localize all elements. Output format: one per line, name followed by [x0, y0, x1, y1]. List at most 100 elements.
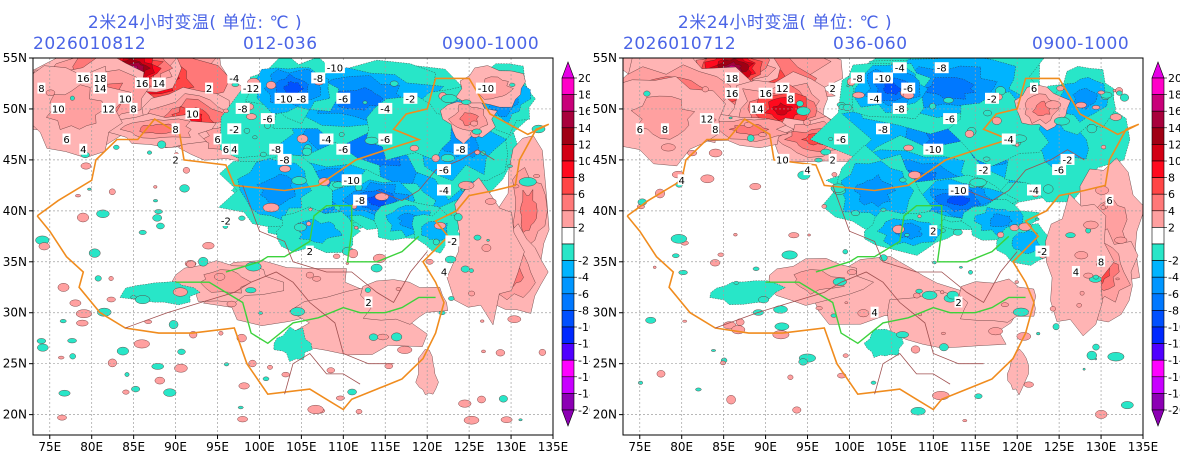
warm-patch — [296, 134, 309, 144]
contour-label-bg — [943, 113, 958, 125]
warm-patch — [108, 276, 114, 281]
cold-patch — [88, 248, 101, 258]
colorbar-label: -12 — [578, 338, 590, 351]
colorbar-label: 10 — [578, 155, 590, 168]
lon-tick-label: 100E — [834, 440, 865, 454]
warm-patch — [107, 358, 117, 368]
contour-label: -2 — [1063, 155, 1073, 166]
colorbar-label: -10 — [578, 321, 590, 334]
colorbar-label: -16 — [1168, 371, 1180, 384]
contour-label: 2 — [930, 227, 936, 238]
warm-patch — [1014, 280, 1019, 284]
warm-patch — [842, 353, 849, 358]
warm-patch — [772, 330, 790, 340]
cold-patch — [223, 362, 230, 367]
colorbar-label: -6 — [578, 288, 589, 301]
contour-label-bg — [227, 72, 242, 84]
warm-patch — [431, 154, 440, 163]
contour-label: 2 — [830, 155, 836, 166]
cold-patch — [364, 287, 371, 293]
warm-patch — [758, 132, 767, 137]
cold-contour-band — [990, 213, 1013, 228]
cold-patch — [870, 380, 877, 385]
cold-patch — [733, 280, 740, 285]
colorbar-box — [561, 376, 575, 394]
colorbar-label: -16 — [578, 371, 590, 384]
contour-label-bg — [828, 82, 837, 94]
cold-patch — [842, 103, 853, 111]
contour-label: -4 — [439, 186, 449, 197]
lon-tick-label: 100E — [244, 440, 275, 454]
colorbar: 20 18 16 14 12 10 8 6 4 2 -2 -4 -6 -8 -10 -12 -14 -16 -18 -… — [561, 61, 590, 427]
contour-label-bg — [62, 133, 71, 145]
warm-patch — [246, 113, 257, 120]
warm-patch — [355, 409, 363, 415]
cold-patch — [711, 349, 716, 352]
colorbar-box — [1151, 343, 1165, 361]
colorbar-box — [561, 359, 575, 378]
contour-label: -10 — [875, 74, 891, 85]
contour-label: -12 — [243, 84, 259, 95]
warm-patch — [238, 382, 250, 390]
cold-patch — [952, 228, 963, 236]
colorbar-label: 20 — [578, 72, 590, 85]
warm-patch — [500, 416, 513, 423]
warm-patch — [792, 406, 802, 414]
contour-label-bg — [758, 87, 773, 99]
lon-tick-label: 135E — [1128, 440, 1159, 454]
contour-label-bg — [775, 153, 790, 165]
warm-patch — [533, 174, 540, 178]
warm-patch — [682, 319, 687, 323]
cold-patch — [1053, 116, 1070, 126]
cold-patch — [432, 238, 440, 246]
warm-patch — [807, 233, 811, 237]
cold-patch — [135, 295, 151, 304]
warm-patch — [122, 389, 130, 395]
cold-patch — [154, 209, 163, 214]
warm-patch — [846, 269, 857, 275]
warm-patch — [903, 144, 914, 152]
warm-patch — [226, 300, 237, 308]
contour-label: 12 — [102, 104, 115, 115]
contour-label-bg — [711, 123, 720, 135]
warm-patch — [701, 86, 709, 93]
contour-label-bg — [51, 102, 66, 114]
warm-patch — [186, 260, 196, 268]
cold-patch — [915, 288, 923, 294]
lon-tick-label: 85E — [712, 440, 735, 454]
contour-label: -8 — [878, 125, 888, 136]
cold-patch — [814, 157, 823, 163]
cold-patch — [131, 386, 141, 393]
cold-contour-band — [273, 326, 313, 362]
lat-tick-label: 20N — [593, 408, 617, 422]
cold-patch — [974, 393, 983, 399]
cold-patch — [113, 144, 120, 150]
lon-tick-label: 115E — [960, 440, 991, 454]
province-border — [242, 185, 428, 304]
lat-tick-label: 35N — [3, 255, 27, 269]
lat-tick-label: 55N — [3, 51, 27, 65]
province-border — [376, 149, 495, 202]
colorbar-arrow-bottom — [561, 409, 575, 427]
contour-label: 10 — [119, 94, 132, 105]
contour-label: 12 — [701, 115, 714, 126]
cold-patch — [1092, 274, 1100, 280]
contour-label-bg — [954, 296, 963, 308]
cold-patch — [36, 338, 47, 344]
lat-tick-label: 25N — [593, 357, 617, 371]
cold-contour-band — [1011, 230, 1041, 255]
colorbar-label: 14 — [1168, 122, 1180, 135]
contour-label: -8 — [313, 74, 323, 85]
contour-label-bg — [336, 143, 351, 155]
warm-patch — [991, 116, 1002, 125]
warm-patch — [267, 364, 273, 370]
cold-patch — [453, 213, 463, 222]
cold-patch — [157, 140, 167, 149]
lon-tick-label: 120E — [412, 440, 443, 454]
contour-label: 16 — [726, 89, 739, 100]
cold-patch — [939, 343, 949, 352]
province-border — [832, 185, 1018, 304]
contour-label-bg — [948, 184, 969, 196]
colorbar-box — [561, 177, 575, 195]
